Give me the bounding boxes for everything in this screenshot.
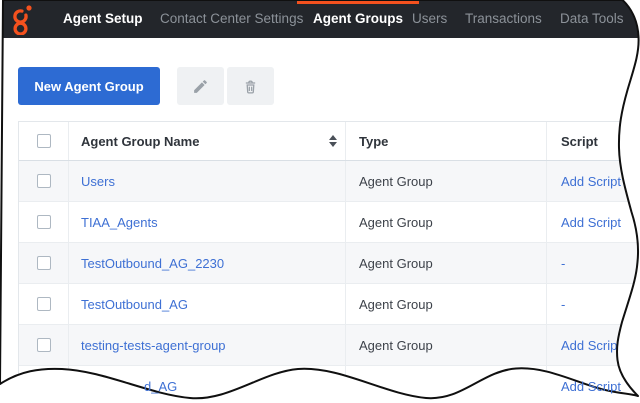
nav-item-users[interactable]: Users — [412, 11, 448, 26]
top-nav: Agent Setup Contact Center Settings Agen… — [0, 0, 640, 38]
add-script-link[interactable]: Add Script — [561, 378, 621, 394]
nav-item-agent-setup[interactable]: Agent Setup — [63, 11, 143, 26]
nav-item-contact-center-settings[interactable]: Contact Center Settings — [160, 11, 304, 26]
agent-group-link[interactable]: TIAA_Agents — [81, 214, 158, 230]
brand-logo-icon[interactable] — [9, 3, 35, 35]
row-checkbox[interactable] — [36, 379, 51, 393]
table-row: Users Agent Group Add Script — [19, 161, 640, 202]
row-type: Agent Group — [359, 255, 433, 271]
add-script-link[interactable]: Add Script — [561, 337, 621, 353]
table-row: TIAA_Agents Agent Group Add Script — [19, 202, 640, 243]
row-checkbox[interactable] — [36, 338, 51, 352]
add-script-link[interactable]: Add Script — [561, 214, 621, 230]
script-dash-link[interactable]: - — [561, 255, 566, 271]
select-all-checkbox[interactable] — [36, 134, 51, 148]
column-header-type: Type — [359, 133, 389, 149]
table-row-partially-torn: d_AG Add Script — [19, 366, 640, 403]
script-dash-link[interactable]: - — [561, 296, 566, 312]
table-row: TestOutbound_AG Agent Group - — [19, 284, 640, 325]
row-checkbox[interactable] — [36, 256, 51, 270]
agent-group-link[interactable]: TestOutbound_AG_2230 — [81, 255, 225, 271]
trash-icon — [245, 79, 256, 94]
agent-group-link[interactable]: testing-tests-agent-group — [81, 337, 226, 353]
row-type: Agent Group — [359, 296, 433, 312]
sort-icon[interactable] — [329, 135, 337, 147]
row-type: Agent Group — [359, 337, 433, 353]
edit-button[interactable] — [177, 67, 224, 105]
agent-group-link[interactable]: Users — [81, 173, 115, 189]
table-row: testing-tests-agent-group Agent Group Ad… — [19, 325, 640, 366]
agent-groups-table: Agent Group Name Type Script Users Agent… — [18, 121, 640, 403]
nav-item-data-tools[interactable]: Data Tools — [560, 11, 624, 26]
agent-group-link[interactable]: d_AG — [144, 378, 178, 394]
nav-item-transactions[interactable]: Transactions — [465, 11, 542, 26]
row-type: Agent Group — [359, 214, 433, 230]
add-script-link[interactable]: Add Script — [561, 173, 621, 189]
new-agent-group-button[interactable]: New Agent Group — [18, 67, 160, 105]
row-checkbox[interactable] — [36, 215, 51, 229]
table-header-row: Agent Group Name Type Script — [19, 122, 640, 161]
column-header-agent-group-name[interactable]: Agent Group Name — [81, 133, 200, 149]
row-checkbox[interactable] — [36, 297, 51, 311]
column-header-script: Script — [561, 133, 598, 149]
agent-group-link[interactable]: TestOutbound_AG — [81, 296, 188, 312]
row-checkbox[interactable] — [36, 174, 51, 188]
table-row: TestOutbound_AG_2230 Agent Group - — [19, 243, 640, 284]
pencil-icon — [194, 79, 207, 93]
nav-item-agent-groups[interactable]: Agent Groups — [297, 0, 419, 38]
row-type: Agent Group — [359, 173, 433, 189]
delete-button[interactable] — [227, 67, 274, 105]
